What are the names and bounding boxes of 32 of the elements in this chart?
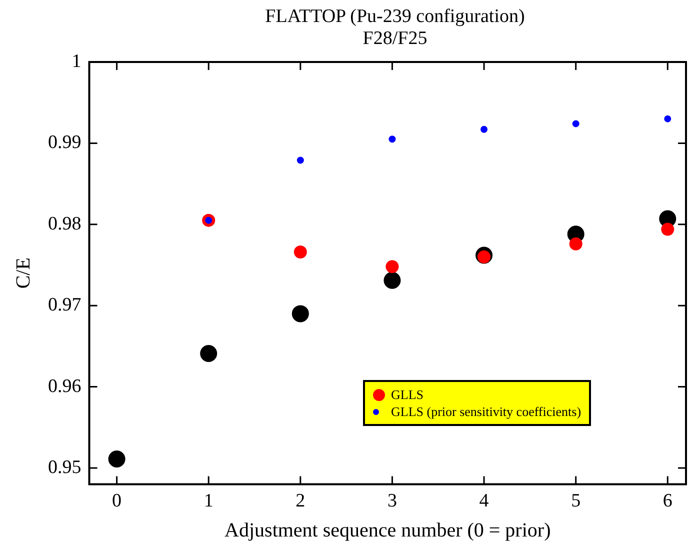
y-axis-title: C/E bbox=[12, 258, 34, 289]
legend-label: GLLS (prior sensitivity coefficients) bbox=[391, 404, 582, 420]
x-tick-label: 2 bbox=[296, 490, 306, 512]
point bbox=[294, 245, 307, 258]
x-tick-label: 6 bbox=[662, 490, 672, 512]
x-tick-label: 4 bbox=[479, 490, 490, 512]
legend-label: GLLS bbox=[391, 386, 424, 403]
x-tick-label: 1 bbox=[204, 490, 214, 512]
y-tick-label: 0.97 bbox=[48, 294, 82, 316]
point bbox=[296, 156, 304, 164]
y-tick-label: 0.96 bbox=[48, 376, 82, 397]
point bbox=[569, 237, 582, 250]
x-tick-label: 5 bbox=[571, 490, 581, 512]
point bbox=[661, 222, 674, 236]
y-tick-label: 0.95 bbox=[48, 456, 82, 478]
y-tick-label: 1 bbox=[72, 50, 82, 72]
y-tick-label: 0.99 bbox=[48, 132, 82, 154]
point bbox=[384, 272, 401, 289]
point bbox=[572, 120, 580, 128]
chart-subtitle: F28/F25 bbox=[362, 28, 428, 50]
point bbox=[388, 136, 396, 143]
x-tick-label: 0 bbox=[112, 490, 122, 512]
y-tick-label: 0.98 bbox=[48, 213, 82, 234]
point bbox=[292, 305, 309, 322]
x-axis-title: Adjustment sequence number (0 = prior) bbox=[224, 519, 551, 542]
point bbox=[200, 344, 218, 362]
point bbox=[108, 450, 126, 468]
point bbox=[480, 126, 488, 133]
x-tick-label: 3 bbox=[387, 490, 397, 512]
point bbox=[664, 115, 672, 122]
chart-title: FLATTOP (Pu-239 configuration) bbox=[264, 6, 526, 28]
point bbox=[386, 260, 399, 274]
